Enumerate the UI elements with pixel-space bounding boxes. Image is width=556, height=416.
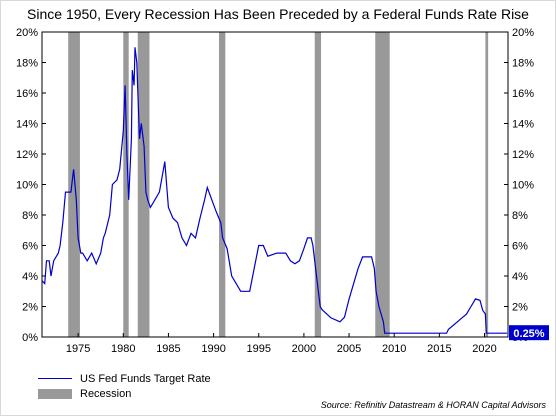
legend-item-recession: Recession bbox=[38, 387, 211, 400]
legend-label-rate: US Fed Funds Target Rate bbox=[80, 372, 211, 385]
recession-band-0 bbox=[68, 32, 80, 337]
x-tick-label-7: 2010 bbox=[382, 343, 406, 355]
y-tick-label-left-10: 20% bbox=[16, 27, 38, 39]
recession-band-1 bbox=[123, 32, 129, 337]
last-value-badge bbox=[509, 325, 549, 341]
y-tick-label-left-4: 8% bbox=[22, 210, 38, 222]
recession-band-5 bbox=[375, 32, 390, 337]
legend-line-swatch bbox=[38, 378, 72, 379]
y-tick-label-right-3: 6% bbox=[512, 241, 528, 253]
y-tick-label-left-7: 14% bbox=[16, 119, 38, 131]
y-tick-label-right-7: 14% bbox=[512, 119, 534, 131]
y-tick-label-right-10: 20% bbox=[512, 27, 534, 39]
y-tick-label-left-5: 10% bbox=[16, 180, 38, 192]
y-tick-label-right-6: 12% bbox=[512, 149, 534, 161]
legend-label-recession: Recession bbox=[80, 387, 132, 400]
y-tick-label-right-8: 16% bbox=[512, 88, 534, 100]
source-note: Source: Refinitiv Datastream & HORAN Cap… bbox=[320, 400, 546, 410]
y-tick-label-right-4: 8% bbox=[512, 210, 528, 222]
legend: US Fed Funds Target Rate Recession bbox=[38, 372, 211, 402]
x-tick-label-9: 2020 bbox=[472, 343, 496, 355]
last-value-label: 0.25% bbox=[513, 328, 544, 340]
y-tick-label-left-0: 0% bbox=[22, 332, 38, 344]
y-tick-label-left-6: 12% bbox=[16, 149, 38, 161]
x-tick-label-6: 2005 bbox=[337, 343, 361, 355]
recession-band-3 bbox=[219, 32, 226, 337]
x-tick-label-0: 1975 bbox=[66, 343, 90, 355]
x-tick-label-8: 2015 bbox=[427, 343, 451, 355]
x-tick-label-3: 1990 bbox=[201, 343, 225, 355]
y-tick-label-left-3: 6% bbox=[22, 241, 38, 253]
y-tick-label-right-5: 10% bbox=[512, 180, 534, 192]
y-tick-label-right-1: 2% bbox=[512, 302, 528, 314]
legend-box-swatch bbox=[38, 388, 72, 399]
y-tick-label-right-9: 18% bbox=[512, 58, 534, 70]
chart-title: Since 1950, Every Recession Has Been Pre… bbox=[27, 6, 529, 22]
x-tick-label-2: 1985 bbox=[156, 343, 180, 355]
y-tick-label-left-9: 18% bbox=[16, 58, 38, 70]
recession-band-4 bbox=[314, 32, 322, 337]
x-tick-label-4: 1995 bbox=[247, 343, 271, 355]
recession-band-2 bbox=[137, 32, 150, 337]
y-tick-label-right-2: 4% bbox=[512, 271, 528, 283]
y-tick-label-left-2: 4% bbox=[22, 271, 38, 283]
recession-band-6 bbox=[485, 32, 489, 337]
x-tick-label-5: 2000 bbox=[292, 343, 316, 355]
y-tick-label-left-1: 2% bbox=[22, 302, 38, 314]
legend-item-rate: US Fed Funds Target Rate bbox=[38, 372, 211, 385]
y-tick-label-left-8: 16% bbox=[16, 88, 38, 100]
fed-funds-rate-line bbox=[41, 47, 508, 334]
x-tick-label-1: 1980 bbox=[111, 343, 135, 355]
